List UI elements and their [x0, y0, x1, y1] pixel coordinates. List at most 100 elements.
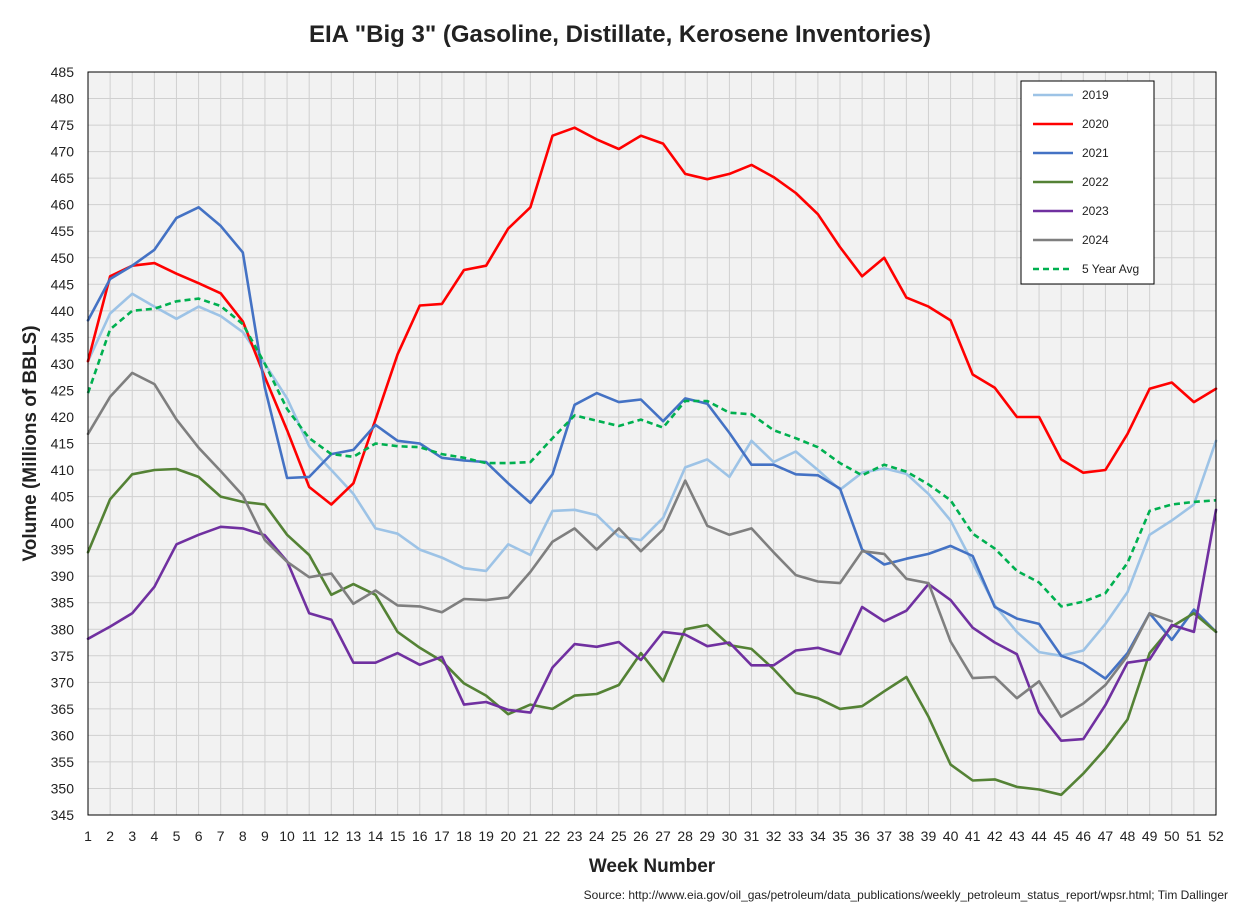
y-tick-label: 355: [51, 754, 75, 770]
y-tick-label: 485: [51, 64, 75, 80]
y-tick-label: 345: [51, 807, 75, 823]
series-layer: [86, 126, 1218, 797]
series-line-2023: [86, 508, 1218, 742]
x-tick-label: 22: [545, 828, 561, 844]
x-tick-label: 27: [655, 828, 671, 844]
x-tick-label: 51: [1186, 828, 1202, 844]
y-tick-label: 370: [51, 674, 75, 690]
y-tick-label: 400: [51, 515, 75, 531]
x-tick-label: 21: [523, 828, 539, 844]
legend-label: 2019: [1082, 88, 1109, 102]
x-tick-label: 8: [239, 828, 247, 844]
series-line-2021: [86, 206, 1218, 680]
y-tick-label: 365: [51, 701, 75, 717]
legend-label: 2021: [1082, 146, 1109, 160]
y-tick-label: 470: [51, 144, 75, 160]
x-tick-label: 50: [1164, 828, 1180, 844]
x-tick-label: 38: [899, 828, 915, 844]
x-tick-label: 32: [766, 828, 782, 844]
legend-label: 2022: [1082, 175, 1109, 189]
y-tick-label: 440: [51, 303, 75, 319]
x-tick-label: 37: [876, 828, 892, 844]
x-tick-label: 41: [965, 828, 981, 844]
y-tick-label: 435: [51, 329, 75, 345]
x-tick-label: 25: [611, 828, 627, 844]
y-axis-ticks: 345 350 355 360 365 370 375 380 385 390 395 400 405 4…: [51, 64, 75, 823]
y-tick-label: 360: [51, 727, 75, 743]
x-tick-label: 26: [633, 828, 649, 844]
x-tick-label: 29: [700, 828, 716, 844]
x-tick-label: 39: [921, 828, 937, 844]
x-tick-label: 30: [722, 828, 738, 844]
x-axis-ticks: 1 2 3 4 5 6 7 8 9 10 11 12 13 14 15 16 17 18 19 20 21 22 23 24 2…: [84, 828, 1224, 844]
legend-label: 2024: [1082, 233, 1109, 247]
x-tick-label: 4: [150, 828, 158, 844]
y-tick-label: 420: [51, 409, 75, 425]
y-tick-label: 425: [51, 382, 75, 398]
y-tick-label: 450: [51, 250, 75, 266]
x-tick-label: 14: [368, 828, 384, 844]
series-line-5-year-avg: [86, 297, 1217, 608]
y-tick-label: 350: [51, 780, 75, 796]
x-tick-label: 13: [346, 828, 362, 844]
y-tick-label: 395: [51, 542, 75, 558]
x-tick-label: 20: [500, 828, 516, 844]
y-tick-label: 460: [51, 197, 75, 213]
chart-title: EIA "Big 3" (Gasoline, Distillate, Keros…: [309, 21, 931, 48]
y-tick-label: 430: [51, 356, 75, 372]
x-tick-label: 35: [832, 828, 848, 844]
x-tick-label: 2: [106, 828, 114, 844]
x-tick-label: 28: [677, 828, 693, 844]
y-axis-label: Volume (Millions of BBLS): [20, 325, 41, 561]
plot-border: [87, 71, 1217, 816]
x-tick-label: 7: [217, 828, 225, 844]
x-tick-label: 36: [854, 828, 870, 844]
series-line-2019: [86, 292, 1218, 658]
y-tick-label: 390: [51, 568, 75, 584]
y-tick-label: 445: [51, 276, 75, 292]
x-tick-label: 1: [84, 828, 92, 844]
series-line-2022: [86, 467, 1218, 797]
y-tick-label: 410: [51, 462, 75, 478]
x-tick-label: 49: [1142, 828, 1158, 844]
series-line-2024: [86, 371, 1174, 719]
x-tick-label: 47: [1098, 828, 1114, 844]
x-axis-label: Week Number: [589, 856, 716, 877]
x-tick-label: 17: [434, 828, 450, 844]
x-tick-label: 24: [589, 828, 605, 844]
x-tick-label: 48: [1120, 828, 1136, 844]
x-tick-label: 11: [302, 828, 317, 844]
x-tick-label: 44: [1031, 828, 1047, 844]
x-tick-label: 6: [195, 828, 203, 844]
x-tick-label: 34: [810, 828, 826, 844]
x-tick-label: 10: [279, 828, 295, 844]
x-tick-label: 23: [567, 828, 583, 844]
y-tick-label: 375: [51, 648, 75, 664]
x-tick-label: 9: [261, 828, 269, 844]
legend-label: 5 Year Avg: [1082, 262, 1139, 276]
legend-label: 2020: [1082, 117, 1109, 131]
y-tick-label: 475: [51, 117, 75, 133]
x-tick-label: 19: [478, 828, 494, 844]
y-tick-label: 455: [51, 223, 75, 239]
y-tick-label: 465: [51, 170, 75, 186]
legend: 2019 2020 2021 2022 2023 2024 5 Year Avg: [1020, 80, 1155, 285]
x-tick-label: 12: [324, 828, 340, 844]
y-tick-label: 415: [51, 436, 75, 452]
y-tick-label: 385: [51, 595, 75, 611]
x-tick-label: 18: [456, 828, 472, 844]
x-tick-label: 5: [173, 828, 181, 844]
x-tick-label: 43: [1009, 828, 1025, 844]
x-tick-label: 42: [987, 828, 1003, 844]
x-tick-label: 33: [788, 828, 804, 844]
x-tick-label: 40: [943, 828, 959, 844]
x-tick-label: 3: [128, 828, 136, 844]
x-tick-label: 31: [744, 828, 760, 844]
series-line-2020: [86, 126, 1218, 506]
legend-label: 2023: [1082, 204, 1109, 218]
y-tick-label: 380: [51, 621, 75, 637]
x-tick-label: 45: [1053, 828, 1069, 844]
source-note: Source: http://www.eia.gov/oil_gas/petro…: [584, 888, 1228, 902]
y-tick-label: 405: [51, 489, 75, 505]
